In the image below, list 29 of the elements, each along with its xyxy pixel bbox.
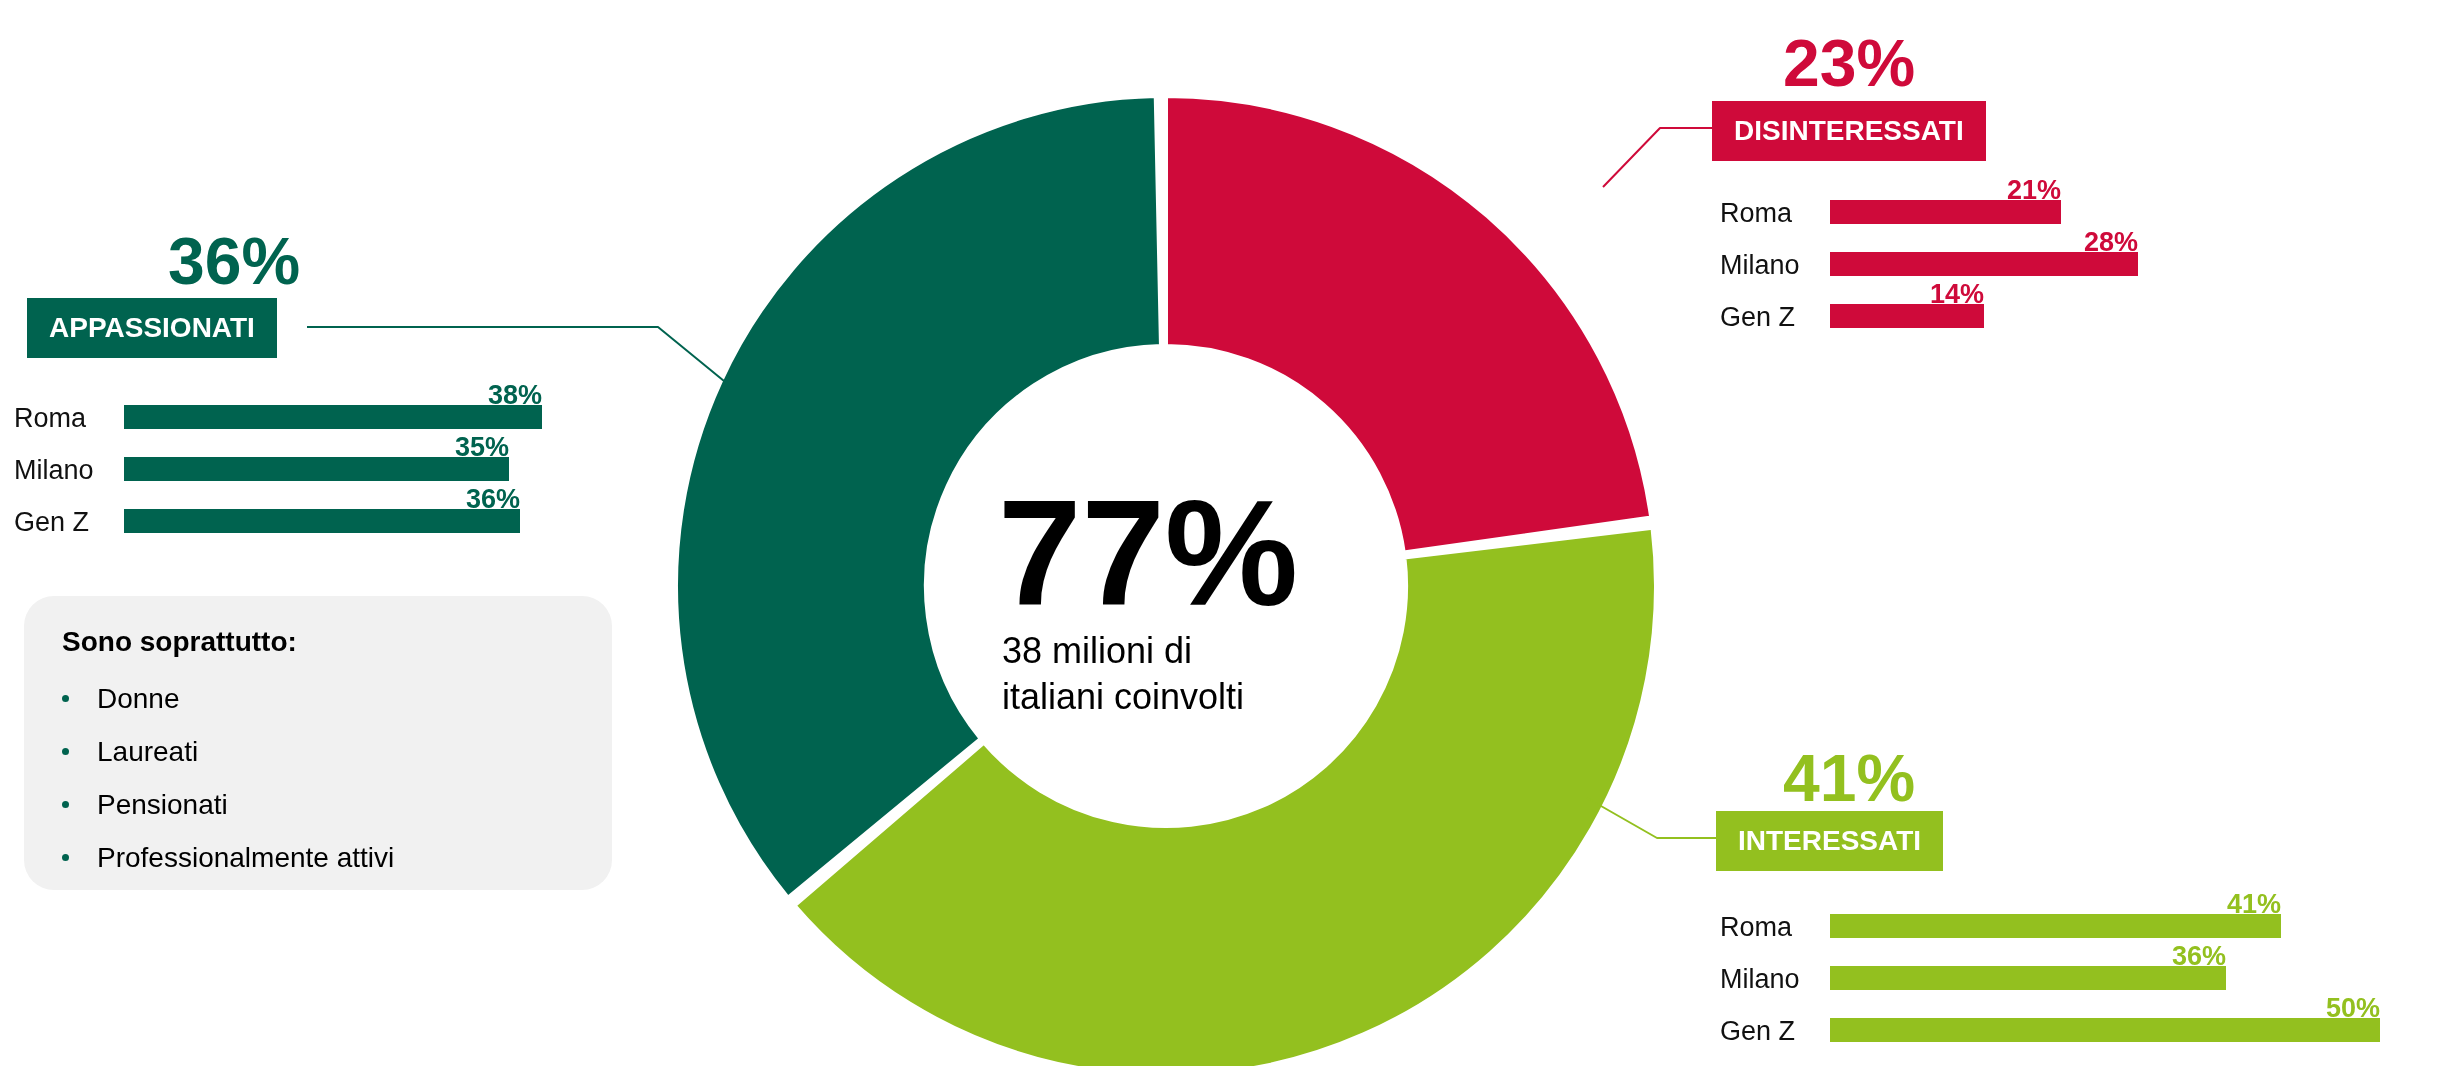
text: Laureati (96, 734, 200, 769)
y-tick-label: Gen Z (1720, 301, 1796, 332)
data-label: 38% (487, 380, 542, 410)
data-label: 36% (2171, 941, 2226, 971)
data-label: 41% (1783, 741, 1916, 815)
y-tick-label: Roma (14, 402, 88, 433)
text: Sono soprattutto: (62, 626, 298, 658)
data-label: 36% (465, 484, 520, 514)
data-label: 35% (454, 432, 509, 462)
data-label: 14% (1929, 279, 1984, 309)
data-label: 23% (1783, 26, 1916, 100)
data-label: 21% (2006, 175, 2061, 205)
slice-label: DISINTERESSATI (1712, 101, 1986, 161)
y-tick-label: Roma (1720, 911, 1794, 942)
y-tick-label: Milano (14, 454, 94, 485)
y-tick-label: Gen Z (14, 506, 90, 537)
text: Pensionati (96, 787, 229, 822)
text: Professionalmente attivi (96, 840, 396, 875)
y-tick-label: Milano (1720, 249, 1800, 280)
slice-label: APPASSIONATI (27, 298, 277, 358)
y-tick-label: Gen Z (1720, 1015, 1796, 1046)
y-tick-label: Roma (1720, 197, 1794, 228)
data-label: 36% (168, 224, 301, 298)
data-label: 41% (2226, 889, 2281, 919)
data-label: 50% (2325, 993, 2380, 1023)
y-tick-label: Milano (1720, 963, 1800, 994)
data-label: 28% (2083, 227, 2138, 257)
slice-label: INTERESSATI (1738, 825, 1922, 856)
text: Donne (96, 681, 181, 716)
